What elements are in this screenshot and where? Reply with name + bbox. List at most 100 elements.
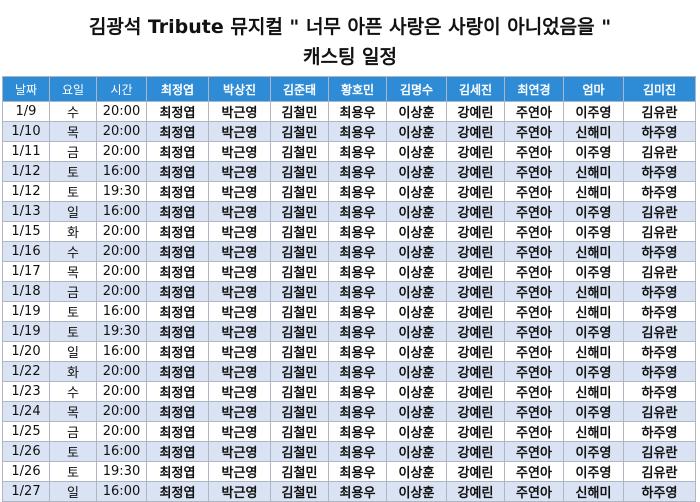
cell-cast: 이주영 bbox=[563, 201, 624, 222]
cell-cast: 신해미 bbox=[563, 301, 624, 322]
cell-date: 1/18 bbox=[2, 281, 50, 302]
cell-cast: 이주영 bbox=[563, 321, 624, 342]
cell-cast: 강예린 bbox=[446, 281, 505, 302]
cell-cast: 주연아 bbox=[504, 161, 564, 182]
cell-cast: 주연아 bbox=[504, 361, 564, 382]
cell-time: 19:30 bbox=[96, 321, 147, 342]
header-row: 날짜 요일 시간 최정엽 박상진 김준태 황호민 김명수 김세진 최연경 엄마 … bbox=[2, 76, 696, 102]
table-row: 1/13 일 16:00 최정엽 박근영 김철민 최용우 이상훈 강예린 주연아 이주영 김유란 bbox=[2, 201, 696, 222]
cell-cast: 최정엽 bbox=[146, 241, 209, 262]
header-role: 김세진 bbox=[446, 76, 505, 102]
cell-cast: 김유란 bbox=[623, 461, 696, 482]
cell-day: 수 bbox=[49, 381, 97, 402]
cell-cast: 신해미 bbox=[563, 281, 624, 302]
cell-cast: 최용우 bbox=[328, 101, 387, 122]
cell-cast: 신해미 bbox=[563, 241, 624, 262]
cell-cast: 이상훈 bbox=[386, 241, 447, 262]
cell-cast: 최용우 bbox=[328, 201, 387, 222]
cell-cast: 김철민 bbox=[270, 301, 329, 322]
cell-cast: 이상훈 bbox=[386, 321, 447, 342]
cell-day: 목 bbox=[49, 261, 97, 282]
cell-cast: 최정엽 bbox=[146, 421, 209, 442]
cell-cast: 주연아 bbox=[504, 261, 564, 282]
cell-cast: 최용우 bbox=[328, 181, 387, 202]
table-row: 1/23 수 20:00 최정엽 박근영 김철민 최용우 이상훈 강예린 주연아 신해미 하주영 bbox=[2, 381, 696, 402]
cell-cast: 강예린 bbox=[446, 221, 505, 242]
table-row: 1/16 수 20:00 최정엽 박근영 김철민 최용우 이상훈 강예린 주연아 신해미 하주영 bbox=[2, 241, 696, 262]
cell-cast: 박근영 bbox=[208, 461, 271, 482]
cell-cast: 최용우 bbox=[328, 321, 387, 342]
cell-date: 1/22 bbox=[2, 361, 50, 382]
cell-cast: 박근영 bbox=[208, 261, 271, 282]
cell-cast: 하주영 bbox=[623, 341, 696, 362]
page-subtitle: 캐스팅 일정 bbox=[302, 46, 397, 68]
cell-cast: 박근영 bbox=[208, 121, 271, 142]
cell-time: 19:30 bbox=[96, 181, 147, 202]
cell-cast: 강예린 bbox=[446, 121, 505, 142]
cell-cast: 김유란 bbox=[623, 141, 696, 162]
cell-cast: 박근영 bbox=[208, 321, 271, 342]
cell-time: 16:00 bbox=[96, 441, 147, 462]
cell-cast: 김철민 bbox=[270, 381, 329, 402]
cell-date: 1/16 bbox=[2, 241, 50, 262]
table-row: 1/17 목 20:00 최정엽 박근영 김철민 최용우 이상훈 강예린 주연아 이주영 김유란 bbox=[2, 261, 696, 282]
header-role: 김미진 bbox=[623, 76, 696, 102]
table-row: 1/15 화 20:00 최정엽 박근영 김철민 최용우 이상훈 강예린 주연아 이주영 김유란 bbox=[2, 221, 696, 242]
cell-cast: 박근영 bbox=[208, 341, 271, 362]
cell-date: 1/25 bbox=[2, 421, 50, 442]
cell-cast: 박근영 bbox=[208, 221, 271, 242]
cell-cast: 이주영 bbox=[563, 101, 624, 122]
cell-date: 1/20 bbox=[2, 341, 50, 362]
cell-cast: 박근영 bbox=[208, 181, 271, 202]
cell-cast: 최정엽 bbox=[146, 321, 209, 342]
cell-cast: 주연아 bbox=[504, 421, 564, 442]
cell-time: 16:00 bbox=[96, 301, 147, 322]
table-row: 1/11 금 20:00 최정엽 박근영 김철민 최용우 이상훈 강예린 주연아 이주영 김유란 bbox=[2, 141, 696, 162]
cell-cast: 김유란 bbox=[623, 261, 696, 282]
cell-cast: 박근영 bbox=[208, 481, 271, 502]
cell-cast: 하주영 bbox=[623, 421, 696, 442]
cell-cast: 김철민 bbox=[270, 181, 329, 202]
cell-cast: 박근영 bbox=[208, 381, 271, 402]
cell-cast: 김철민 bbox=[270, 141, 329, 162]
cell-day: 토 bbox=[49, 461, 97, 482]
cell-cast: 이주영 bbox=[563, 221, 624, 242]
header-role: 김명수 bbox=[386, 76, 447, 102]
cell-cast: 주연아 bbox=[504, 241, 564, 262]
cell-date: 1/27 bbox=[2, 481, 50, 502]
cell-cast: 하주영 bbox=[623, 481, 696, 502]
cell-time: 20:00 bbox=[96, 241, 147, 262]
cell-cast: 강예린 bbox=[446, 461, 505, 482]
cell-cast: 주연아 bbox=[504, 461, 564, 482]
cell-cast: 주연아 bbox=[504, 201, 564, 222]
cell-cast: 김철민 bbox=[270, 441, 329, 462]
cell-day: 화 bbox=[49, 361, 97, 382]
cell-cast: 최용우 bbox=[328, 421, 387, 442]
cell-cast: 하주영 bbox=[623, 121, 696, 142]
cell-cast: 이상훈 bbox=[386, 181, 447, 202]
cell-day: 목 bbox=[49, 121, 97, 142]
cell-cast: 김유란 bbox=[623, 401, 696, 422]
cell-day: 일 bbox=[49, 481, 97, 502]
cell-cast: 김유란 bbox=[623, 221, 696, 242]
cell-day: 수 bbox=[49, 241, 97, 262]
cell-cast: 최정엽 bbox=[146, 141, 209, 162]
cell-cast: 강예린 bbox=[446, 481, 505, 502]
cell-cast: 신해미 bbox=[563, 381, 624, 402]
cell-cast: 최정엽 bbox=[146, 461, 209, 482]
cell-date: 1/19 bbox=[2, 321, 50, 342]
table-row: 1/26 토 16:00 최정엽 박근영 김철민 최용우 이상훈 강예린 주연아 이주영 김유란 bbox=[2, 441, 696, 462]
cell-cast: 김철민 bbox=[270, 421, 329, 442]
cell-cast: 주연아 bbox=[504, 121, 564, 142]
cell-cast: 김철민 bbox=[270, 461, 329, 482]
cell-cast: 강예린 bbox=[446, 421, 505, 442]
table-row: 1/25 금 20:00 최정엽 박근영 김철민 최용우 이상훈 강예린 주연아 신해미 하주영 bbox=[2, 421, 696, 442]
cell-time: 16:00 bbox=[96, 161, 147, 182]
cell-cast: 박근영 bbox=[208, 301, 271, 322]
cell-cast: 박근영 bbox=[208, 441, 271, 462]
table-row: 1/19 토 16:00 최정엽 박근영 김철민 최용우 이상훈 강예린 주연아 신해미 하주영 bbox=[2, 301, 696, 322]
cell-cast: 최정엽 bbox=[146, 101, 209, 122]
header-role: 김준태 bbox=[270, 76, 329, 102]
cell-time: 20:00 bbox=[96, 361, 147, 382]
cell-cast: 최용우 bbox=[328, 481, 387, 502]
